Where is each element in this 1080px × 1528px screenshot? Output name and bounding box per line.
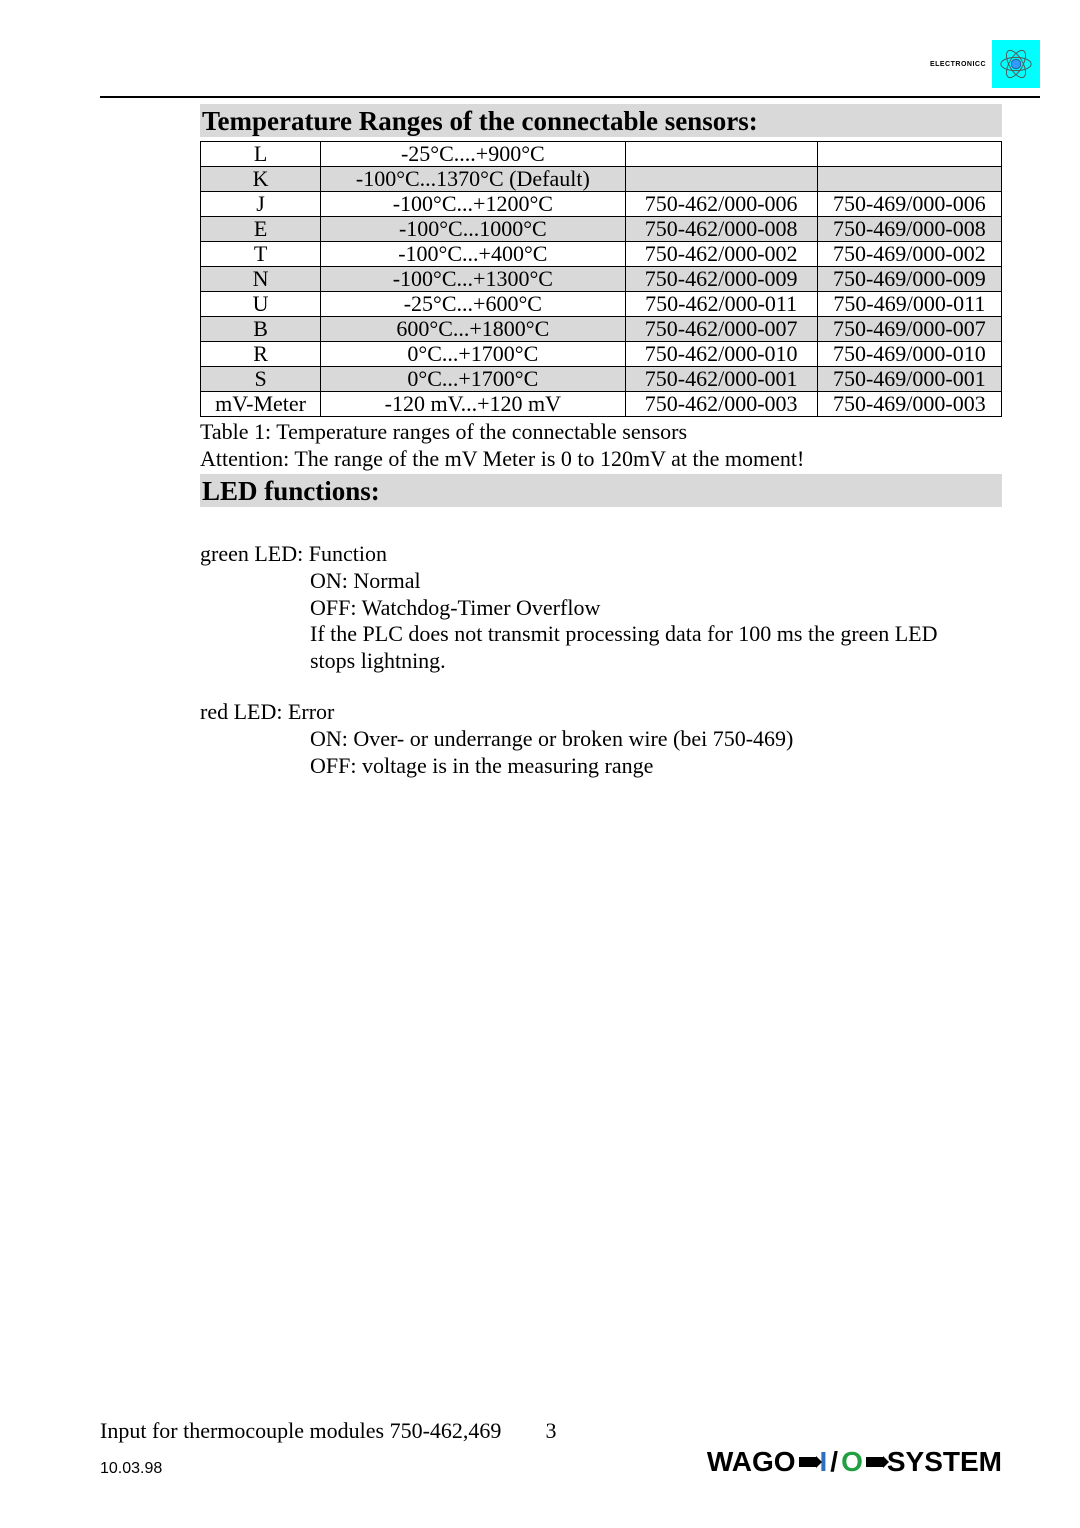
table-cell: -100°C...+1300°C	[321, 267, 625, 292]
footer: Input for thermocouple modules 750-462,4…	[100, 1418, 1002, 1478]
footer-doc-title: Input for thermocouple modules 750-462,4…	[100, 1418, 501, 1444]
header-divider	[100, 96, 1040, 98]
table-row: E-100°C...1000°C750-462/000-008750-469/0…	[201, 217, 1002, 242]
table-cell: -100°C...1370°C (Default)	[321, 167, 625, 192]
table-row: K-100°C...1370°C (Default)	[201, 167, 1002, 192]
table-cell	[625, 142, 817, 167]
table-cell: S	[201, 367, 321, 392]
table-cell: -120 mV...+120 mV	[321, 392, 625, 417]
table-cell: 750-462/000-011	[625, 292, 817, 317]
table-cell: 750-462/000-009	[625, 267, 817, 292]
section-title-led: LED functions:	[200, 474, 1002, 507]
table-cell: -100°C...+1200°C	[321, 192, 625, 217]
red-led-on: ON: Over- or underrange or broken wire (…	[200, 726, 1002, 753]
arrow-icon	[866, 1457, 884, 1467]
table-cell: 750-469/000-007	[817, 317, 1001, 342]
table-cell: J	[201, 192, 321, 217]
table-cell: 750-462/000-008	[625, 217, 817, 242]
wago-logo-o: O	[841, 1446, 863, 1478]
section-title-sensors: Temperature Ranges of the connectable se…	[200, 104, 1002, 137]
table-cell: 750-462/000-003	[625, 392, 817, 417]
green-led-on: ON: Normal	[200, 568, 1002, 595]
table-cell	[817, 167, 1001, 192]
content: Temperature Ranges of the connectable se…	[200, 104, 1002, 780]
table-cell: 750-469/000-003	[817, 392, 1001, 417]
footer-date: 10.03.98	[100, 1460, 162, 1478]
table-row: R0°C...+1700°C750-462/000-010750-469/000…	[201, 342, 1002, 367]
table-cell: 750-469/000-009	[817, 267, 1001, 292]
table-cell: 750-469/000-010	[817, 342, 1001, 367]
led-body: green LED: Function ON: Normal OFF: Watc…	[200, 541, 1002, 780]
header-logo: ELECTRONICC	[930, 40, 1040, 88]
wago-logo-slash: /	[830, 1446, 838, 1478]
wago-logo-system: SYSTEM	[887, 1446, 1002, 1478]
table-cell: 750-462/000-007	[625, 317, 817, 342]
atom-icon	[992, 40, 1040, 88]
sensor-table: L-25°C....+900°CK-100°C...1370°C (Defaul…	[200, 141, 1002, 417]
table-cell: 750-469/000-002	[817, 242, 1001, 267]
table-cell: 750-469/000-008	[817, 217, 1001, 242]
table-cell: 750-462/000-010	[625, 342, 817, 367]
table-row: S0°C...+1700°C750-462/000-001750-469/000…	[201, 367, 1002, 392]
page: ELECTRONICC Temperature Ranges of the co…	[0, 0, 1080, 1528]
table-caption: Table 1: Temperature ranges of the conne…	[200, 419, 1002, 445]
table-cell: R	[201, 342, 321, 367]
green-led-header: green LED: Function	[200, 541, 1002, 568]
wago-logo: WAGO I / O SYSTEM	[707, 1446, 1002, 1478]
table-cell: E	[201, 217, 321, 242]
header-logo-text: ELECTRONICC	[930, 61, 986, 68]
table-cell	[817, 142, 1001, 167]
green-led-note-l1: If the PLC does not transmit processing …	[200, 621, 1002, 648]
table-cell: 750-469/000-001	[817, 367, 1001, 392]
table-row: L-25°C....+900°C	[201, 142, 1002, 167]
table-cell: 750-462/000-006	[625, 192, 817, 217]
table-cell: 750-462/000-001	[625, 367, 817, 392]
footer-row-2: 10.03.98 WAGO I / O SYSTEM	[100, 1446, 1002, 1478]
table-cell: mV-Meter	[201, 392, 321, 417]
wago-logo-wago: WAGO	[707, 1446, 796, 1478]
table-cell: 0°C...+1700°C	[321, 367, 625, 392]
table-cell: -100°C...1000°C	[321, 217, 625, 242]
table-cell: N	[201, 267, 321, 292]
red-led-header: red LED: Error	[200, 699, 1002, 726]
table-cell: -25°C...+600°C	[321, 292, 625, 317]
table-cell: 750-469/000-006	[817, 192, 1001, 217]
table-cell: 0°C...+1700°C	[321, 342, 625, 367]
arrow-icon	[799, 1457, 817, 1467]
table-row: J-100°C...+1200°C750-462/000-006750-469/…	[201, 192, 1002, 217]
attention-note: Attention: The range of the mV Meter is …	[200, 446, 1002, 472]
table-cell: 600°C...+1800°C	[321, 317, 625, 342]
table-cell: -25°C....+900°C	[321, 142, 625, 167]
green-led-off: OFF: Watchdog-Timer Overflow	[200, 595, 1002, 622]
green-led-note-l2: stops lightning.	[200, 648, 1002, 675]
table-row: mV-Meter-120 mV...+120 mV750-462/000-003…	[201, 392, 1002, 417]
table-row: U-25°C...+600°C750-462/000-011750-469/00…	[201, 292, 1002, 317]
table-row: T-100°C...+400°C750-462/000-002750-469/0…	[201, 242, 1002, 267]
table-cell: B	[201, 317, 321, 342]
table-cell	[625, 167, 817, 192]
footer-row-1: Input for thermocouple modules 750-462,4…	[100, 1418, 1002, 1444]
table-cell: K	[201, 167, 321, 192]
table-cell: -100°C...+400°C	[321, 242, 625, 267]
table-cell: U	[201, 292, 321, 317]
footer-page-number: 3	[546, 1418, 557, 1444]
table-cell: T	[201, 242, 321, 267]
table-row: N-100°C...+1300°C750-462/000-009750-469/…	[201, 267, 1002, 292]
table-cell: 750-469/000-011	[817, 292, 1001, 317]
red-led-off: OFF: voltage is in the measuring range	[200, 753, 1002, 780]
table-cell: 750-462/000-002	[625, 242, 817, 267]
table-cell: L	[201, 142, 321, 167]
table-row: B600°C...+1800°C750-462/000-007750-469/0…	[201, 317, 1002, 342]
